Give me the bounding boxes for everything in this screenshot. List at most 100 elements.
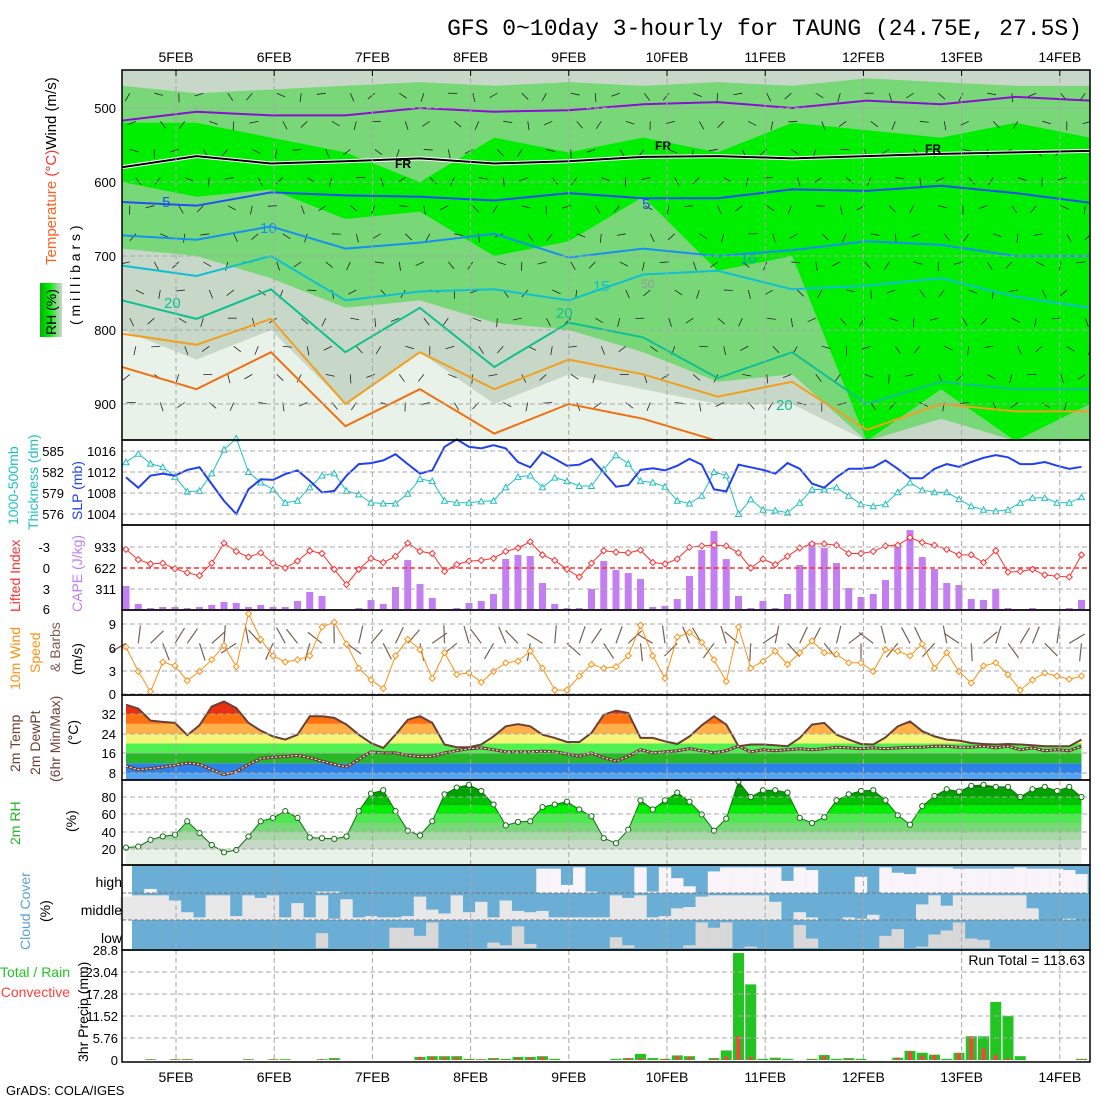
wind-barb [223,625,226,644]
thickness-point [685,499,694,507]
precip-total-bar [978,1036,989,1060]
cape-bar [894,544,902,609]
day-label-top: 14FEB [1038,49,1081,65]
wind-barb [133,346,137,356]
wind-barb [425,233,431,242]
thickness-point [158,463,167,471]
slp-label: SLP (mb) [69,461,85,520]
lifted-index-point [918,538,926,547]
thickness-point [318,471,326,479]
wind-speed-point [832,650,841,658]
wind-barb [886,289,896,294]
wind-barb [209,402,217,409]
rh-point [674,789,681,796]
precip-tick: 23.04 [85,965,118,980]
wind-barb [625,120,635,125]
cape-bar [796,565,804,609]
lifted-index-point [379,558,387,567]
day-label-bottom: 5FEB [158,1069,193,1085]
wind-barb [420,93,425,102]
lifted-index-label: Lifted Index [7,540,23,612]
wind-barb [346,261,351,271]
thickness-label-1: 1000-500mb [5,446,21,525]
rh-point [772,787,779,794]
wind-barb [774,625,780,644]
thickness-point [465,498,473,506]
wind-speed-point [624,652,632,660]
wind-barb [870,233,880,236]
grid-lines [122,70,1090,1062]
wind-barb [713,374,719,383]
wind-barb [766,205,775,212]
wind-barb [443,625,446,644]
precip-conv-bar [516,1057,520,1060]
wind-barb [293,261,302,268]
wind-barb [1060,374,1064,384]
thickness-point [673,496,682,504]
wind-speed-point [183,677,191,685]
day-label-top: 6FEB [257,49,292,65]
cloud-bar-middle [193,917,206,920]
cloud-bar-high [585,891,598,893]
thickness-point [538,483,547,491]
cloud-bar-middle [720,895,733,920]
cloud-bar-middle [132,895,145,920]
wind-barb [404,121,409,131]
temperature-line [125,700,1082,750]
cape-bar [661,606,669,609]
rh-point [147,836,154,843]
wind-barb [570,261,576,270]
wind-barb [254,346,259,355]
rh-point [318,835,326,842]
wind-speed-point [1028,676,1037,684]
wind-barb [1016,233,1019,243]
cape-bar [771,608,779,609]
temp-unit-label: (°C) [65,720,81,745]
wind-barb [749,643,752,662]
lifted-index-point [881,542,890,550]
lifted-index-point [796,544,804,552]
wind-barb [537,261,547,265]
precip-total-label: Total / Rain [0,964,70,980]
lifted-index-point [306,547,314,555]
wind-barb [298,402,308,407]
thickness-point [330,469,339,477]
wind-speed-point [122,643,130,651]
precip-conv-bar [773,1059,778,1060]
slp-tick: 1012 [87,465,116,480]
cloud-bar-high [1063,870,1076,893]
rh-point [184,818,191,825]
wind-speed-point [1077,672,1086,680]
wind-barb [429,177,437,184]
cape-bar [820,548,828,609]
wind-barb [158,289,161,299]
cloud-bar-middle [352,917,365,920]
precip-conv-bar [675,1056,680,1060]
cloud-bar-middle [315,895,329,920]
wind-barb [747,289,751,299]
rh-point [343,833,350,840]
wind-barb [350,317,360,321]
wind-speed-point [1065,675,1073,683]
wind-barb [145,205,155,209]
wind-speed-point [1016,686,1024,694]
wind-barb [724,631,739,644]
wind-speed-point [673,633,681,641]
wind-barb [150,630,164,644]
wind-barb [938,205,948,209]
thickness-point [1016,498,1025,506]
rh-point [919,803,926,810]
contour-label: 20 [556,305,573,322]
cloud-bar-middle [1026,908,1039,920]
li-tick: 6 [43,602,50,617]
lifted-index-point [734,549,743,557]
wind-barb [894,233,897,243]
wind-barb [880,625,887,644]
rh-point [527,818,534,825]
wind-barb [693,374,701,381]
cloud-bar-middle [475,901,488,920]
cape-bar [673,599,681,609]
wind-barb [968,177,975,185]
wind-barb [472,93,476,103]
cape-bar [943,583,951,609]
